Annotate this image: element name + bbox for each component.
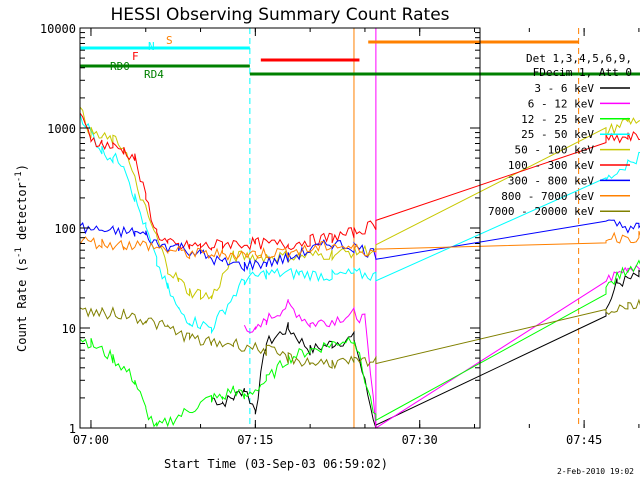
series-line-3 xyxy=(79,113,640,335)
legend-header-0: Det 1,3,4,5,6,9, xyxy=(526,52,632,65)
flag-label-1: S xyxy=(166,34,173,47)
y-axis-label-sup1: -1 xyxy=(14,247,24,258)
y-axis-label-mid: detector xyxy=(15,182,29,247)
series-line-6 xyxy=(79,219,640,272)
legend-label-5: 100 - 300 keV xyxy=(508,159,594,172)
y-tick-label-0: 1 xyxy=(69,422,76,436)
legend-label-6: 300 - 800 keV xyxy=(508,174,594,187)
series-line-2 xyxy=(79,259,640,428)
series-line-8 xyxy=(79,298,640,370)
x-tick-label-0: 07:00 xyxy=(73,433,109,447)
y-tick-label-3: 1000 xyxy=(47,122,76,136)
flag-label-4: RD4 xyxy=(144,68,164,81)
flag-label-0: N xyxy=(148,40,155,53)
legend-header-1: FDecim 1, Att 0 xyxy=(533,66,632,79)
series-line-5 xyxy=(79,112,640,251)
series-line-0 xyxy=(211,269,640,429)
legend-label-2: 12 - 25 keV xyxy=(521,113,594,126)
flag-label-2: F xyxy=(132,50,139,63)
y-tick-label-2: 100 xyxy=(54,222,76,236)
series-line-4 xyxy=(79,106,640,301)
plot-area: NSFRD0RD407:0007:1507:3007:4508:0008:150… xyxy=(40,22,640,447)
legend-label-3: 25 - 50 keV xyxy=(521,128,594,141)
chart-title: HESSI Observing Summary Count Rates xyxy=(110,5,449,25)
y-axis-label-main: Count Rate (s xyxy=(15,258,29,352)
legend: Det 1,3,4,5,6,9,FDecim 1, Att 0 3 - 6 keV… xyxy=(488,52,632,218)
x-tick-label-2: 07:30 xyxy=(402,433,438,447)
footer-date: 2-Feb-2010 19:02 xyxy=(557,467,634,476)
x-axis-label: Start Time (03-Sep-03 06:59:02) xyxy=(164,457,388,471)
y-tick-label-4: 10000 xyxy=(40,22,76,36)
x-tick-label-3: 07:45 xyxy=(566,433,602,447)
legend-label-1: 6 - 12 keV xyxy=(528,97,595,110)
series-line-7 xyxy=(79,230,640,261)
legend-label-7: 800 - 7000 keV xyxy=(501,190,594,203)
y-tick-label-1: 10 xyxy=(62,322,76,336)
y-axis-label-end: ) xyxy=(15,164,29,171)
flag-label-3: RD0 xyxy=(110,60,130,73)
y-axis-label: Count Rate (s-1 detector-1) xyxy=(14,164,29,352)
x-tick-label-1: 07:15 xyxy=(237,433,273,447)
legend-label-8: 7000 - 20000 keV xyxy=(488,205,594,218)
plot-frame xyxy=(79,27,481,429)
series-line-1 xyxy=(243,264,640,429)
legend-label-4: 50 - 100 keV xyxy=(515,144,595,157)
y-axis-label-sup2: -1 xyxy=(14,171,24,182)
legend-label-0: 3 - 6 keV xyxy=(534,82,594,95)
